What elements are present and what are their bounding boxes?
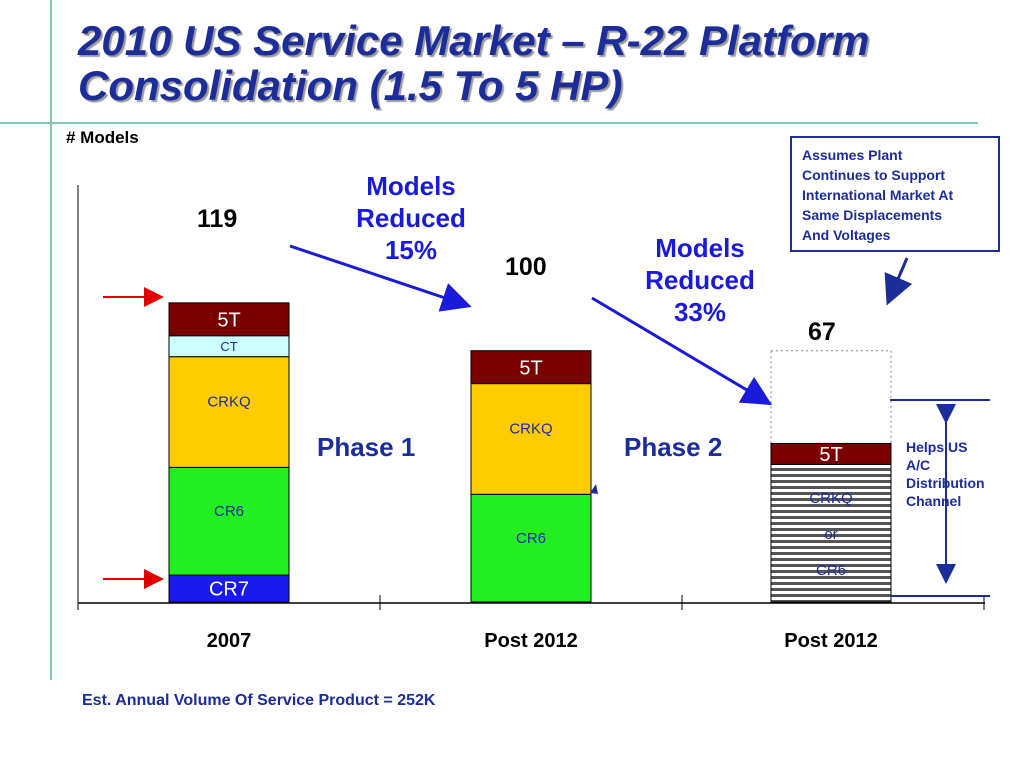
reduction-arrow-1 xyxy=(289,244,472,312)
reduction-line: Models xyxy=(655,233,745,263)
reduction-line: Reduced xyxy=(356,203,466,233)
footer-note: Est. Annual Volume Of Service Product = … xyxy=(82,692,436,709)
bar-segment-cr6 xyxy=(470,493,592,603)
reduction-line: Reduced xyxy=(645,265,755,295)
segment-label: CR6 xyxy=(516,530,546,547)
title-line-1: 2010 US Service Market – R-22 Platform xyxy=(78,17,870,64)
helps-note: Helps US A/C Distribution Channel xyxy=(906,438,985,510)
x-category-label: Post 2012 xyxy=(784,630,878,652)
reduction-label-1: Models Reduced 15% xyxy=(336,170,486,266)
segment-label: 5T xyxy=(519,357,542,379)
phase-1-label: Phase 1 xyxy=(317,432,416,462)
x-category-label: Post 2012 xyxy=(484,630,578,652)
assumption-note-box: Assumes Plant Continues to Support Inter… xyxy=(790,136,1000,252)
helps-line: Helps US xyxy=(906,439,968,455)
note-line: International Market At xyxy=(802,187,954,203)
segment-label: CR6 xyxy=(816,562,846,579)
reduction-line: 15% xyxy=(384,235,438,265)
note-line: Assumes Plant xyxy=(802,147,903,163)
title-line-2: Consolidation (1.5 To 5 HP) xyxy=(78,62,623,109)
helps-line: Channel xyxy=(906,493,962,509)
note-pointer-line xyxy=(884,257,913,306)
segment-label: CR6 xyxy=(214,503,244,520)
bar-total-label: 67 xyxy=(808,318,836,346)
y-axis-label: # Models xyxy=(66,128,139,147)
bar-segment-5t xyxy=(470,350,592,385)
note-line: Continues to Support xyxy=(802,167,946,183)
bar-segment-crkq-or-cr6 xyxy=(770,463,892,603)
segment-label: CRKQ xyxy=(809,490,852,507)
reduction-line: Models xyxy=(366,171,456,201)
reduction-arrow-2 xyxy=(591,296,773,406)
bars-layer: CR7 CR6 CRKQ CT 5T CR6 CRKQ 5T CRKQ or CR6 5T xyxy=(168,302,892,603)
bar-segment-5t xyxy=(770,442,892,465)
segment-label: CRKQ xyxy=(509,420,552,437)
reduction-label-2: Models Reduced 33% xyxy=(625,232,775,328)
segment-label: or xyxy=(824,526,837,543)
note-line: Same Displacements xyxy=(802,207,943,223)
segment-label: CRKQ xyxy=(207,393,250,410)
bar-total-label: 119 xyxy=(197,205,238,233)
vertical-accent-line xyxy=(50,0,52,680)
x-category-label: 2007 xyxy=(206,630,252,652)
note-line: And Voltages xyxy=(802,227,891,243)
segment-label: 5T xyxy=(217,309,240,331)
bar-segment-5t xyxy=(168,302,290,337)
small-pointer-icon xyxy=(590,484,598,494)
slide-title: 2010 US Service Market – R-22 Platform C… xyxy=(78,18,869,108)
helps-line: Distribution xyxy=(906,475,985,491)
bar-segment-crkq xyxy=(168,356,290,468)
segment-label: CR7 xyxy=(209,579,249,601)
helps-line: A/C xyxy=(906,457,931,473)
phase-2-label: Phase 2 xyxy=(624,432,723,462)
bar-segment-crkq xyxy=(470,383,592,495)
bar-segment-cr6 xyxy=(168,466,290,576)
horizontal-accent-line xyxy=(0,122,978,124)
bar-total-label: 100 xyxy=(505,253,547,281)
reduction-line: 33% xyxy=(673,297,727,327)
segment-label: 5T xyxy=(819,444,842,466)
segment-label: CT xyxy=(220,339,237,354)
